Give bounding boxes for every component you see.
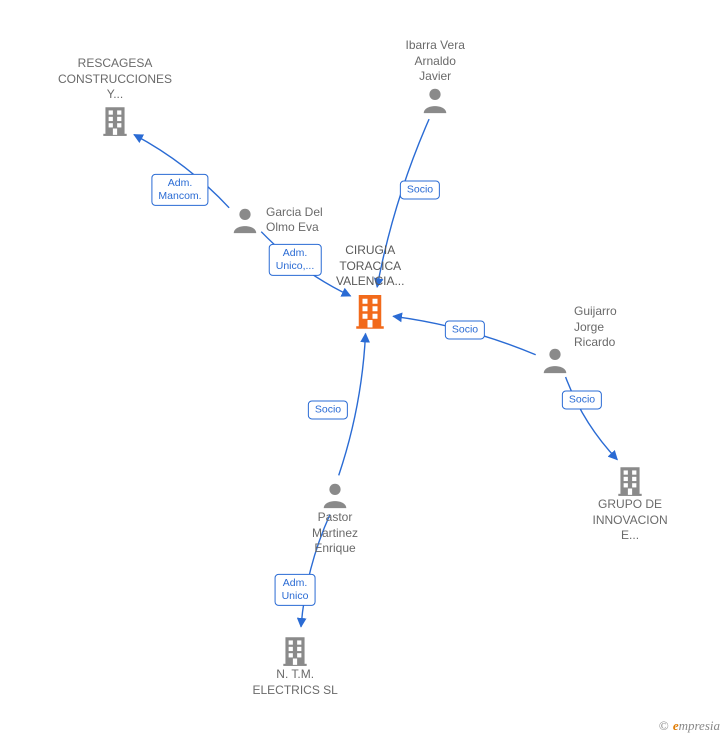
- building-icon-holder: [278, 633, 312, 667]
- person-icon-holder: [420, 85, 450, 115]
- watermark-text: mpresia: [679, 718, 720, 733]
- edge-label: Adm. Unico: [275, 574, 316, 606]
- building-icon-holder: [350, 290, 390, 330]
- person-icon-holder: [540, 345, 570, 375]
- node-label: Garcia Del Olmo Eva: [266, 205, 323, 236]
- edge-label: Socio: [400, 180, 440, 199]
- node-label: RESCAGESA CONSTRUCCIONES Y...: [58, 56, 172, 103]
- building-icon: [278, 633, 312, 667]
- edge-label: Adm. Mancom.: [151, 174, 208, 206]
- building-icon: [613, 463, 647, 497]
- node-label: Guijarro Jorge Ricardo: [574, 304, 617, 351]
- building-icon: [98, 103, 132, 137]
- person-icon: [320, 480, 350, 510]
- building-icon-holder: [613, 463, 647, 497]
- person-icon: [540, 345, 570, 375]
- person-icon: [230, 205, 260, 235]
- edge-label: Socio: [445, 320, 485, 339]
- node-ntm[interactable]: N. T.M. ELECTRICS SL: [253, 633, 338, 698]
- node-guijarro[interactable]: Guijarro Jorge Ricardo: [540, 304, 617, 375]
- edge-label: Socio: [562, 390, 602, 409]
- node-rescagesa[interactable]: RESCAGESA CONSTRUCCIONES Y...: [58, 56, 172, 137]
- node-label: GRUPO DE INNOVACION E...: [593, 497, 668, 544]
- person-icon-holder: [230, 205, 260, 235]
- person-icon-holder: [320, 480, 350, 510]
- edge-label: Adm. Unico,...: [269, 244, 322, 276]
- node-center[interactable]: CIRUGIA TORACICA VALENCIA...: [336, 243, 404, 330]
- node-ibarra[interactable]: Ibarra Vera Arnaldo Javier: [406, 38, 465, 115]
- diagram-canvas: RESCAGESA CONSTRUCCIONES Y... Garcia Del…: [0, 0, 728, 740]
- edge-label: Socio: [308, 400, 348, 419]
- person-icon: [420, 85, 450, 115]
- building-icon-holder: [98, 103, 132, 137]
- building-icon: [350, 290, 390, 330]
- node-grupo[interactable]: GRUPO DE INNOVACION E...: [593, 463, 668, 544]
- edge: [566, 377, 618, 460]
- watermark: ©empresia: [659, 718, 720, 734]
- node-label: N. T.M. ELECTRICS SL: [253, 667, 338, 698]
- node-label: CIRUGIA TORACICA VALENCIA...: [336, 243, 404, 290]
- node-label: Pastor Martinez Enrique: [312, 510, 358, 557]
- node-label: Ibarra Vera Arnaldo Javier: [406, 38, 465, 85]
- copyright-symbol: ©: [659, 718, 669, 733]
- node-pastor[interactable]: Pastor Martinez Enrique: [312, 480, 358, 557]
- node-garcia[interactable]: Garcia Del Olmo Eva: [230, 205, 323, 236]
